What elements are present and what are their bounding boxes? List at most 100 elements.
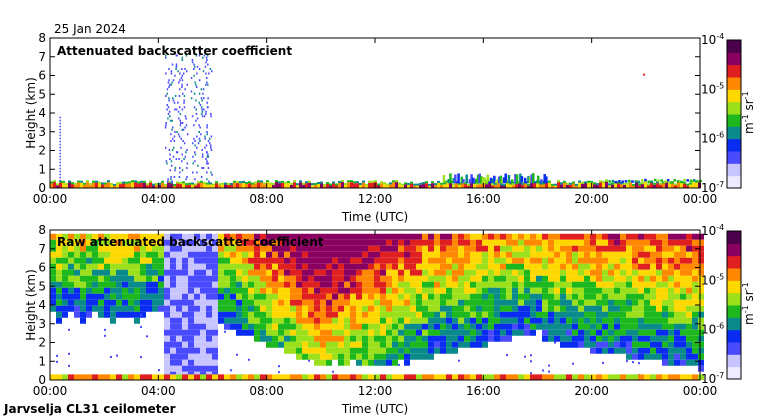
heatmap-cell bbox=[554, 287, 560, 294]
heatmap-cell bbox=[494, 182, 497, 185]
heatmap-cell bbox=[98, 251, 104, 258]
heatmap-cell bbox=[380, 341, 386, 348]
heatmap-cell bbox=[194, 293, 200, 300]
heatmap-cell bbox=[692, 179, 696, 182]
heatmap-cell bbox=[296, 374, 302, 380]
heatmap-cell bbox=[542, 239, 548, 246]
heatmap-cell bbox=[272, 311, 278, 318]
heatmap-cell bbox=[242, 233, 248, 240]
heatmap-cell bbox=[212, 329, 218, 336]
heatmap-cell bbox=[206, 287, 212, 294]
heatmap-cell bbox=[192, 155, 194, 158]
heatmap-cell bbox=[506, 311, 512, 318]
heatmap-cell bbox=[350, 374, 356, 380]
heatmap-cell bbox=[68, 275, 74, 282]
heatmap-cell bbox=[524, 293, 530, 300]
heatmap-cell bbox=[172, 79, 175, 82]
heatmap-cell bbox=[170, 176, 172, 178]
heatmap-cell bbox=[519, 173, 522, 184]
heatmap-cell bbox=[183, 142, 186, 145]
heatmap-cell bbox=[386, 245, 392, 252]
heatmap-cell bbox=[101, 184, 104, 188]
heatmap-cell bbox=[608, 263, 614, 270]
heatmap-cell bbox=[200, 335, 206, 342]
heatmap-cell bbox=[134, 239, 140, 246]
heatmap-cell bbox=[371, 182, 374, 188]
heatmap-cell bbox=[512, 185, 515, 188]
heatmap-cell bbox=[476, 287, 482, 294]
heatmap-cell bbox=[482, 341, 488, 348]
heatmap-cell bbox=[554, 251, 560, 258]
heatmap-cell bbox=[281, 182, 284, 188]
heatmap-cell bbox=[62, 182, 65, 188]
heatmap-cell bbox=[584, 275, 590, 282]
heatmap-cell bbox=[338, 305, 344, 312]
heatmap-cell bbox=[205, 158, 207, 160]
heatmap-cell bbox=[674, 374, 680, 380]
heatmap-cell bbox=[524, 323, 530, 330]
heatmap-cell bbox=[128, 299, 134, 306]
heatmap-cell bbox=[140, 326, 142, 329]
heatmap-cell bbox=[368, 182, 371, 188]
heatmap-cell bbox=[218, 183, 221, 186]
heatmap-cell bbox=[608, 323, 614, 330]
heatmap-cell bbox=[224, 287, 230, 294]
heatmap-cell bbox=[179, 124, 182, 127]
heatmap-cell bbox=[398, 281, 404, 288]
heatmap-cell bbox=[464, 317, 470, 324]
heatmap-cell bbox=[686, 257, 692, 264]
heatmap-cell bbox=[236, 287, 242, 294]
heatmap-cell bbox=[188, 251, 194, 258]
heatmap-cell bbox=[350, 329, 356, 336]
heatmap-cell bbox=[62, 299, 68, 306]
heatmap-cell bbox=[170, 72, 173, 75]
heatmap-cell bbox=[668, 329, 674, 336]
heatmap-cell bbox=[530, 354, 532, 357]
heatmap-cell bbox=[569, 182, 572, 185]
heatmap-cell bbox=[191, 115, 194, 118]
heatmap-cell bbox=[356, 275, 362, 282]
heatmap-cell bbox=[644, 263, 650, 270]
heatmap-cell bbox=[296, 341, 302, 348]
date-label: 25 Jan 2024 bbox=[54, 22, 126, 36]
heatmap-cell bbox=[431, 181, 434, 184]
heatmap-cell bbox=[656, 293, 662, 300]
heatmap-cell bbox=[194, 269, 200, 276]
heatmap-cell bbox=[488, 287, 494, 294]
heatmap-cell bbox=[512, 311, 518, 318]
heatmap-cell bbox=[92, 239, 98, 246]
heatmap-cell bbox=[458, 245, 464, 252]
heatmap-cell bbox=[413, 183, 416, 186]
heatmap-cell bbox=[632, 335, 638, 342]
heatmap-cell bbox=[638, 293, 644, 300]
heatmap-cell bbox=[80, 287, 86, 294]
heatmap-cell bbox=[338, 293, 344, 300]
heatmap-cell bbox=[410, 293, 416, 300]
heatmap-cell bbox=[608, 180, 611, 183]
heatmap-cell bbox=[530, 372, 532, 375]
heatmap-cell bbox=[590, 329, 596, 336]
heatmap-cell bbox=[176, 269, 182, 276]
heatmap-cell bbox=[350, 287, 356, 294]
heatmap-cell bbox=[620, 329, 626, 336]
heatmap-cell bbox=[98, 293, 104, 300]
colorbar-swatch bbox=[727, 101, 741, 115]
heatmap-cell bbox=[332, 269, 338, 276]
heatmap-cell bbox=[608, 311, 614, 318]
heatmap-cell bbox=[464, 263, 470, 270]
heatmap-cell bbox=[470, 269, 476, 276]
heatmap-cell bbox=[632, 257, 638, 264]
heatmap-cell bbox=[602, 263, 608, 270]
heatmap-cell bbox=[350, 311, 356, 318]
heatmap-cell bbox=[181, 169, 184, 172]
heatmap-cell bbox=[416, 293, 422, 300]
heatmap-cell bbox=[197, 164, 199, 167]
heatmap-cell bbox=[458, 275, 464, 282]
heatmap-cell bbox=[566, 281, 572, 288]
heatmap-cell bbox=[236, 181, 239, 184]
heatmap-cell bbox=[86, 299, 92, 306]
heatmap-cell bbox=[470, 374, 476, 380]
heatmap-cell bbox=[200, 293, 206, 300]
heatmap-cell bbox=[320, 341, 326, 348]
